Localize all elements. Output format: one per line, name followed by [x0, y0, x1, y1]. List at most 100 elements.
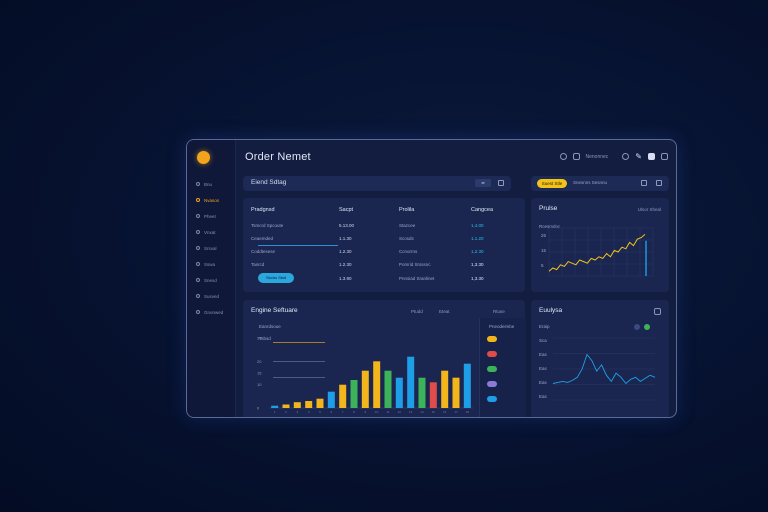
funnel-line-chart — [552, 337, 656, 401]
engine-software-panel: Engine Seftuare Ptudd Eteat Eanrdsoue Ts… — [243, 300, 526, 417]
x-tick-label: 8 — [353, 410, 355, 414]
bar — [452, 377, 460, 408]
sidebar-item[interactable]: Sswa — [187, 256, 235, 272]
x-tick-label: 4 — [308, 410, 310, 414]
nav-icon — [196, 278, 200, 282]
sidebar-item-label: Nvasos — [204, 197, 220, 203]
pulse-sub-label: Rcesmdoc — [539, 224, 561, 229]
x-tick-label: 7 — [342, 410, 344, 414]
x-tick-label: 2 — [285, 410, 287, 414]
sidebar-item-label: Snexd — [204, 277, 217, 283]
table-cell: Stazcee — [399, 223, 416, 228]
expand-icon[interactable] — [654, 308, 661, 315]
bar — [384, 370, 392, 408]
sidebar-item[interactable]: Srsval — [187, 240, 235, 256]
table-cell: 5.13.00 — [339, 223, 355, 228]
toggle-dot[interactable] — [634, 324, 640, 330]
app-window: Bnu Nvasos Pheet Vnxat Srsval Sswa Snexd Susved… — [186, 139, 677, 418]
x-tick-label: 3 — [296, 410, 298, 414]
x-tick-label: 15 — [432, 410, 436, 414]
calendar-label[interactable]: Nenonnec — [585, 153, 609, 160]
nav-icon — [196, 310, 200, 314]
table-action-button[interactable]: Sicdrs Stsit — [258, 273, 294, 283]
x-tick-label: 5 — [319, 410, 321, 414]
calendar-icon[interactable] — [572, 153, 580, 160]
primary-pill-button[interactable]: Suest Stle — [537, 179, 567, 188]
engine-title: Engine Seftuare — [251, 307, 298, 314]
x-tick-label: 9 — [364, 410, 366, 414]
x-tick-label: 10 — [375, 410, 379, 414]
nav-icon — [196, 246, 200, 250]
search-label: Eiend Sdtag — [251, 179, 287, 186]
nav-icon — [196, 214, 200, 218]
search-bar[interactable]: Eiend Sdtag ⇄ — [243, 176, 511, 191]
y-tick-label: 0 — [257, 406, 260, 411]
sidebar-item[interactable]: Nvasos — [187, 192, 235, 208]
bar — [373, 361, 381, 408]
legend-panel — [479, 318, 526, 417]
engine-control-2[interactable]: Eteat — [439, 309, 450, 314]
header-toolbar: Nenonnec ✎ — [559, 152, 668, 161]
x-tick-label: 13 — [409, 410, 413, 414]
nav-icon — [196, 230, 200, 234]
table-cell: Coddtesese — [251, 249, 276, 254]
bar — [339, 384, 347, 408]
table-cell: 1.3.90 — [339, 276, 352, 281]
toolbar-text: Snesnns Sesnnu — [573, 180, 608, 185]
engine-y-title: Tsbsd — [259, 336, 271, 341]
app-logo[interactable] — [197, 151, 210, 164]
y-tick-label: 5 — [541, 263, 544, 268]
sidebar-item[interactable]: Snexd — [187, 272, 235, 288]
expand-icon[interactable] — [656, 180, 662, 186]
y-tick-label: 15 — [541, 248, 547, 253]
table-cell: Tasrcd — [251, 262, 265, 267]
column-header: Cangcea — [471, 207, 494, 213]
pen-icon[interactable]: ✎ — [635, 152, 642, 161]
table-cell: 1,4.00 — [471, 223, 484, 228]
funnel-series-line — [552, 353, 656, 385]
nav-icon — [196, 182, 200, 186]
table-cell: 1.1.20 — [471, 236, 484, 241]
legend-swatch — [487, 336, 497, 342]
y-tick-label: 20 — [257, 359, 262, 364]
bar — [327, 391, 335, 408]
x-tick-label: 16 — [443, 410, 447, 414]
sidebar: Bnu Nvasos Pheet Vnxat Srsval Sswa Snexd Susved… — [187, 140, 236, 417]
sidebar-item[interactable]: Susved — [187, 288, 235, 304]
export-icon[interactable] — [661, 153, 668, 160]
bar — [395, 377, 403, 408]
funnel-sub-label: Eraip — [539, 324, 550, 329]
calendar-small-icon[interactable] — [498, 180, 504, 186]
status-dot[interactable] — [644, 324, 650, 330]
copy-icon[interactable] — [641, 180, 647, 186]
y-tick-label: 10 — [257, 382, 262, 387]
table-cell: Ccnorrns — [399, 249, 418, 254]
notification-icon[interactable] — [648, 153, 655, 160]
table-cell: 1.2.30 — [339, 262, 352, 267]
table-cell: 1.2.30 — [339, 249, 352, 254]
x-tick-label: 12 — [398, 410, 402, 414]
y-tick-label: Sca — [539, 338, 547, 343]
pulse-series-line — [548, 234, 646, 272]
sidebar-item-label: Srsval — [204, 245, 217, 251]
bar — [441, 370, 449, 408]
engine-control-1[interactable]: Ptudd — [411, 309, 423, 314]
filter-chip[interactable]: ⇄ — [475, 179, 491, 187]
help-icon[interactable] — [622, 153, 630, 160]
settings-icon[interactable] — [559, 153, 567, 160]
sidebar-item[interactable]: Gnonwed — [187, 304, 235, 320]
table-cell: 1.1.30 — [339, 236, 352, 241]
table-cell: 1,3.30 — [471, 262, 484, 267]
bar — [463, 363, 471, 408]
legend-header[interactable]: Rtuse — [493, 309, 505, 314]
table-cell: Ceaemded — [251, 236, 274, 241]
table-cell: Tsmcrd Spcoute — [251, 223, 284, 228]
pulse-control[interactable]: Ulsor Sheal — [637, 207, 661, 212]
bar — [361, 370, 369, 408]
bar — [271, 405, 279, 408]
y-tick-label: 15 — [257, 371, 262, 376]
sidebar-item[interactable]: Vnxat — [187, 224, 235, 240]
sidebar-item[interactable]: Pheet — [187, 208, 235, 224]
bar — [429, 382, 437, 408]
sidebar-item[interactable]: Bnu — [187, 176, 235, 192]
